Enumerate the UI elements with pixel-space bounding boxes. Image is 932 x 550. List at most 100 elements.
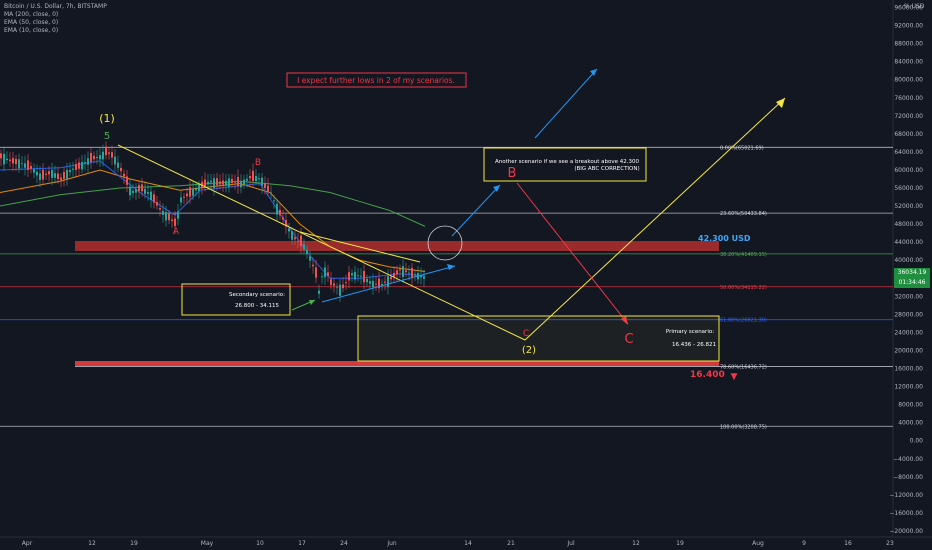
triangle-upper-line bbox=[299, 231, 421, 263]
blue-arrowhead bbox=[493, 185, 500, 192]
candle-body bbox=[213, 178, 215, 189]
candle-body bbox=[12, 157, 14, 164]
y-tick-label: −12000.00 bbox=[889, 492, 923, 499]
chart-legend: Bitcoin / U.S. Dollar, 7h, BITSTAMP MA (… bbox=[4, 3, 107, 35]
candle-body bbox=[300, 235, 302, 247]
candle-body bbox=[171, 219, 173, 222]
blue-arrowhead bbox=[590, 69, 597, 76]
candle-body bbox=[285, 220, 287, 227]
red-arrowhead bbox=[621, 316, 628, 325]
indicator-ema50: EMA (50, close, 0) bbox=[4, 19, 59, 26]
candle-body bbox=[147, 192, 149, 194]
wave-label: (1) bbox=[99, 112, 115, 125]
yellow-arrowhead bbox=[776, 98, 785, 108]
candle-body bbox=[216, 178, 218, 186]
candle-body bbox=[387, 276, 389, 288]
candle-body bbox=[132, 190, 134, 193]
x-tick-label: May bbox=[201, 540, 214, 547]
candle-body bbox=[237, 176, 239, 187]
candle-body bbox=[291, 231, 293, 240]
fib-level-label: 61.80%(26821.30) bbox=[720, 318, 767, 324]
green-arrowhead bbox=[309, 300, 315, 305]
target-low-label: 16.400 bbox=[690, 370, 725, 380]
candle-body bbox=[129, 186, 131, 196]
y-tick-label: 60000.00 bbox=[894, 167, 923, 174]
fib-level-label: 23.60%(50433.84) bbox=[720, 211, 767, 217]
candle-body bbox=[393, 272, 395, 278]
candle-body bbox=[222, 180, 224, 185]
candle-body bbox=[330, 279, 332, 285]
y-tick-label: −8000.00 bbox=[893, 474, 923, 481]
candle-body bbox=[69, 170, 71, 173]
candle-body bbox=[324, 267, 326, 278]
last-price: 36034.19 bbox=[897, 269, 927, 276]
candle-body bbox=[405, 270, 407, 273]
y-tick-label: 72000.00 bbox=[894, 113, 923, 120]
primary-scenario-box bbox=[357, 315, 720, 362]
candle-body bbox=[231, 178, 233, 184]
candle-body bbox=[390, 276, 392, 280]
blue-arrowhead bbox=[447, 264, 455, 270]
y-tick-label: 52000.00 bbox=[894, 203, 923, 210]
candle-body bbox=[111, 152, 113, 158]
y-tick-label: 0.00 bbox=[910, 438, 924, 445]
red-projection-arrow bbox=[516, 182, 629, 325]
candle-body bbox=[123, 173, 125, 177]
candle-body bbox=[246, 178, 248, 181]
candle-body bbox=[93, 155, 95, 160]
candle-body bbox=[288, 228, 290, 232]
candle-body bbox=[372, 280, 374, 288]
candle-body bbox=[336, 286, 338, 288]
candle-body bbox=[15, 158, 17, 165]
currency-unit: % USD bbox=[904, 3, 925, 10]
candle-body bbox=[0, 153, 2, 159]
candle-body bbox=[60, 177, 62, 180]
candle-body bbox=[318, 290, 320, 294]
y-tick-label: 16000.00 bbox=[894, 366, 923, 373]
candle-body bbox=[408, 272, 410, 274]
candle-body bbox=[144, 188, 146, 194]
y-tick-label: 96000.00 bbox=[894, 5, 923, 12]
resistance-zone bbox=[75, 241, 719, 251]
candle-body bbox=[267, 185, 269, 193]
candle-body bbox=[3, 153, 5, 165]
candle-body bbox=[66, 169, 68, 180]
x-tick-label: 12 bbox=[88, 540, 96, 547]
breakout-scenario-text: Another scenario if we see a breakout ab… bbox=[495, 159, 640, 165]
candle-body bbox=[306, 249, 308, 254]
secondary-scenario-box bbox=[181, 283, 291, 316]
wave-label: 5 bbox=[104, 131, 110, 142]
breakout-price-label: 42.300 USD bbox=[698, 234, 751, 243]
candle-body bbox=[72, 168, 74, 170]
fib-level-label: 100.00%(3208.75) bbox=[720, 424, 767, 430]
fib-level-label: 50.00%(34115.22) bbox=[720, 285, 767, 291]
candle-body bbox=[342, 284, 344, 289]
candle-body bbox=[96, 156, 98, 158]
yellow-downtrend-line bbox=[117, 144, 526, 341]
candle-body bbox=[186, 193, 188, 197]
candle-body bbox=[18, 159, 20, 169]
primary-scenario-range: 16.436 - 26.821 bbox=[672, 342, 716, 348]
candle-body bbox=[375, 283, 377, 285]
fib-level-label: 0.00%(65021.69) bbox=[720, 145, 764, 151]
y-tick-label: 48000.00 bbox=[894, 221, 923, 228]
candle-body bbox=[360, 275, 362, 277]
y-tick-label: 24000.00 bbox=[894, 329, 923, 336]
candle-body bbox=[54, 173, 56, 178]
candle-body bbox=[189, 187, 191, 197]
x-tick-label: 19 bbox=[676, 540, 684, 547]
candle-body bbox=[420, 275, 422, 278]
candle-body bbox=[114, 156, 116, 165]
wave-label: C bbox=[523, 329, 529, 339]
candle-body bbox=[48, 171, 50, 175]
candle-body bbox=[159, 208, 161, 210]
candle-body bbox=[162, 210, 164, 216]
candle-body bbox=[183, 196, 185, 198]
y-tick-label: 84000.00 bbox=[894, 59, 923, 66]
y-tick-label: −20000.00 bbox=[889, 528, 923, 535]
candle-body bbox=[327, 272, 329, 277]
candle-body bbox=[243, 179, 245, 185]
candle-body bbox=[402, 266, 404, 277]
candle-body bbox=[255, 175, 257, 182]
